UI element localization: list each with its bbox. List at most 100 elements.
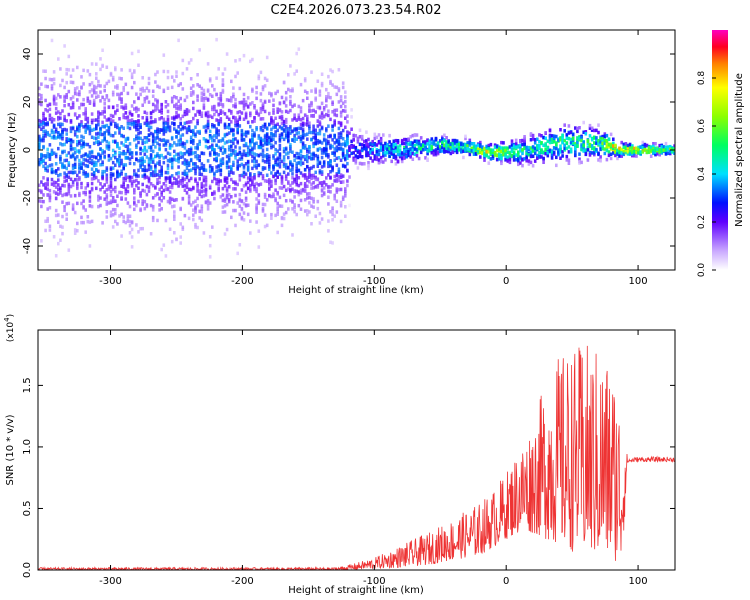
spectrogram-cell — [287, 87, 290, 92]
spectrogram-cell — [403, 152, 406, 156]
spectrogram-cell — [601, 134, 604, 139]
spectrogram-cell — [170, 135, 174, 140]
spectrogram-cell — [561, 154, 564, 158]
spectrogram-cell — [240, 111, 244, 115]
spectrogram-cell — [151, 102, 155, 107]
spectrogram-cell — [118, 156, 121, 160]
spectrogram-cell — [105, 188, 109, 192]
spectrogram-cell — [179, 117, 182, 121]
spectrogram-cell — [71, 147, 75, 151]
spectrogram-cell — [569, 130, 573, 135]
spectrogram-cell — [590, 138, 594, 142]
spectrogram-cell — [411, 141, 415, 145]
spectrogram-cell — [358, 153, 362, 157]
spectrogram-cell — [373, 156, 377, 160]
spectrogram-cell — [158, 187, 161, 192]
spectrogram-cell — [54, 102, 58, 106]
spectrogram-cell — [52, 94, 56, 99]
spectrogram-cell — [540, 155, 543, 159]
spectrogram-cell — [468, 141, 472, 145]
spectrogram-cell — [544, 151, 547, 156]
x-tick-label: -100 — [363, 576, 386, 587]
spectrogram-cell — [390, 159, 393, 164]
spectrogram-cell — [367, 144, 370, 149]
spectrogram-cell — [103, 155, 106, 160]
spectrogram-cell — [306, 120, 309, 124]
spectrogram-cell — [175, 106, 178, 110]
spectrogram-cell — [99, 141, 102, 145]
spectrogram-cell — [71, 183, 75, 187]
spectrogram-cell — [447, 147, 450, 151]
spectrogram-cell — [67, 248, 71, 252]
spectrogram-cell — [295, 189, 298, 194]
spectrogram-cell — [95, 160, 98, 165]
spectrogram-cell — [299, 188, 303, 193]
spectrogram-cell — [105, 215, 109, 219]
spectrogram-cell — [637, 147, 640, 152]
spectrogram-cell — [202, 96, 206, 101]
spectrogram-cell — [244, 115, 248, 119]
spectrogram-cell — [481, 147, 484, 152]
spectrogram-cell — [177, 184, 180, 188]
spectrogram-cell — [166, 118, 170, 122]
spectrogram-cell — [257, 229, 261, 233]
spectrogram-cell — [92, 100, 96, 105]
spectrogram-cell — [333, 174, 336, 179]
spectrogram-cell — [97, 152, 100, 156]
spectrogram-cell — [211, 166, 214, 170]
spectrogram-cell — [519, 139, 522, 144]
spectrogram-cell — [652, 147, 655, 151]
spectrogram-cell — [519, 143, 522, 148]
spectrogram-cell — [297, 152, 301, 156]
spectrogram-cell — [561, 133, 564, 138]
spectrogram-cell — [128, 152, 132, 156]
spectrogram-cell — [249, 111, 252, 115]
spectrogram-cell — [143, 110, 147, 114]
spectrogram-cell — [453, 147, 457, 151]
spectrogram-cell — [555, 145, 558, 149]
y-tick-label: 1.0 — [22, 439, 33, 455]
spectrogram-cell — [390, 144, 393, 148]
spectrogram-cell — [69, 126, 73, 130]
spectrogram-cell — [476, 150, 480, 154]
spectrogram-cell — [268, 111, 271, 116]
spectrogram-cell — [166, 115, 170, 119]
spectrogram-cell — [46, 187, 49, 191]
spectrogram-cell — [42, 164, 45, 169]
spectrogram-cell — [232, 180, 235, 184]
spectrogram-cell — [124, 151, 128, 156]
spectrogram-cell — [88, 127, 92, 131]
spectrogram-cell — [299, 109, 303, 114]
spectrogram-cell — [616, 152, 619, 156]
spectrogram-cell — [82, 68, 85, 73]
spectrogram-cell — [158, 109, 161, 113]
spectrogram-cell — [280, 132, 284, 136]
spectrogram-cell — [120, 158, 123, 163]
spectrogram-cell — [367, 137, 370, 142]
spectrogram-cell — [491, 152, 495, 156]
spectrogram-cell — [318, 140, 322, 144]
spectrogram-cell — [181, 133, 185, 137]
spectrogram-cell — [403, 156, 406, 160]
spectrogram-cell — [198, 139, 201, 144]
spectrogram-cell — [221, 151, 225, 155]
spectrogram-cell — [44, 76, 47, 81]
spectrogram-cell — [251, 101, 254, 105]
spectrogram-cell — [316, 162, 320, 166]
spectrogram-cell — [57, 131, 60, 135]
spectrogram-cell — [84, 152, 87, 156]
spectrogram-cell — [116, 84, 119, 88]
spectrogram-cell — [124, 178, 128, 183]
spectrogram-cell — [474, 144, 478, 148]
spectrogram-cell — [232, 86, 235, 90]
spectrogram-cell — [61, 122, 64, 127]
spectrogram-cell — [666, 147, 670, 151]
spectrogram-cell — [204, 130, 208, 134]
spectrogram-cell — [57, 241, 60, 246]
spectrogram-cell — [168, 152, 172, 156]
spectrogram-cell — [652, 144, 655, 149]
spectrogram-cell — [287, 165, 290, 170]
spectrogram-cell — [65, 80, 68, 85]
spectrogram-cell — [337, 147, 341, 151]
spectrogram-cell — [73, 129, 77, 134]
